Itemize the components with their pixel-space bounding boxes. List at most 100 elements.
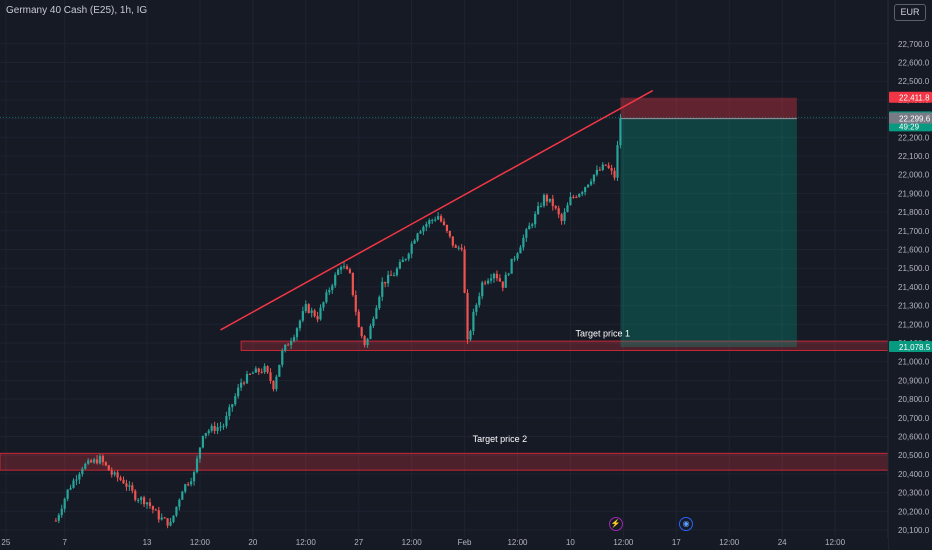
x-tick-label: 13 bbox=[143, 538, 152, 547]
candle-body bbox=[248, 373, 252, 375]
candle-body bbox=[595, 169, 599, 175]
globe-icon[interactable]: ◉ bbox=[679, 517, 694, 531]
y-tick-label: 20,100.0 bbox=[898, 526, 930, 535]
candle-body bbox=[110, 470, 113, 475]
candle-body bbox=[198, 447, 202, 459]
candle-body bbox=[95, 459, 99, 464]
candle-body bbox=[407, 253, 410, 259]
time-axis bbox=[0, 538, 888, 550]
x-tick-label: 12:00 bbox=[507, 538, 528, 547]
candle-body bbox=[448, 230, 451, 237]
candle-body bbox=[375, 308, 378, 319]
candle-body bbox=[316, 316, 319, 320]
candle-body bbox=[610, 168, 613, 171]
candle-body bbox=[613, 170, 616, 178]
candle-body bbox=[392, 275, 396, 277]
candle-body bbox=[128, 485, 131, 487]
candle-body bbox=[431, 219, 434, 221]
candle-body bbox=[92, 459, 96, 463]
candle-body bbox=[384, 281, 387, 284]
candle-body bbox=[404, 258, 407, 260]
candle-body bbox=[295, 328, 299, 338]
candle-body bbox=[207, 430, 210, 433]
candle-body bbox=[495, 273, 499, 279]
candle-body bbox=[351, 272, 354, 296]
candle-body bbox=[154, 509, 157, 511]
candle-body bbox=[275, 376, 278, 390]
candle-body bbox=[510, 258, 513, 274]
candle-body bbox=[192, 472, 196, 482]
candle-body bbox=[416, 233, 419, 241]
candle-body bbox=[187, 484, 190, 486]
candle-body bbox=[222, 425, 225, 427]
candle-body bbox=[422, 226, 425, 232]
x-tick-label: 27 bbox=[354, 538, 363, 547]
candle-body bbox=[78, 474, 81, 480]
candle-body bbox=[451, 236, 454, 246]
candle-body bbox=[586, 184, 590, 188]
candle-body bbox=[525, 229, 528, 238]
candle-body bbox=[334, 274, 337, 286]
candle-body bbox=[298, 320, 302, 329]
candle-body bbox=[592, 174, 596, 182]
candle-body bbox=[234, 396, 237, 405]
candle-body bbox=[363, 336, 366, 346]
candle-body bbox=[119, 477, 122, 480]
y-tick-label: 20,700.0 bbox=[898, 414, 930, 423]
x-tick-label: 12:00 bbox=[190, 538, 211, 547]
candle-body bbox=[339, 267, 343, 270]
candle-body bbox=[584, 187, 587, 193]
y-tick-label: 21,600.0 bbox=[898, 246, 930, 255]
y-tick-label: 20,900.0 bbox=[898, 376, 930, 385]
x-tick-label: 20 bbox=[248, 538, 257, 547]
candle-body bbox=[548, 198, 551, 202]
candle-body bbox=[554, 206, 557, 209]
y-tick-label: 22,200.0 bbox=[898, 133, 930, 142]
candle-body bbox=[63, 498, 66, 509]
candle-body bbox=[551, 198, 554, 207]
candle-body bbox=[434, 219, 437, 221]
price-axis bbox=[888, 0, 932, 550]
x-tick-label: 12:00 bbox=[402, 538, 423, 547]
currency-button[interactable]: EUR bbox=[894, 4, 926, 21]
candle-body bbox=[369, 325, 372, 339]
candle-body bbox=[442, 221, 446, 225]
candle-body bbox=[413, 240, 416, 244]
candle-body bbox=[534, 213, 537, 225]
candle-body bbox=[98, 456, 102, 464]
candle-body bbox=[210, 425, 213, 431]
candle-body bbox=[301, 311, 304, 321]
candle-body bbox=[219, 426, 222, 428]
candle-body bbox=[519, 247, 522, 254]
x-tick-label: 12:00 bbox=[825, 538, 846, 547]
annotation-label: Target price 2 bbox=[473, 434, 528, 444]
candle-body bbox=[498, 278, 501, 282]
candle-body bbox=[439, 216, 443, 222]
candle-body bbox=[169, 521, 172, 526]
candle-body bbox=[228, 407, 231, 416]
lightning-icon[interactable]: ⚡ bbox=[608, 517, 623, 531]
candle-body bbox=[251, 372, 254, 374]
candle-body bbox=[225, 415, 228, 426]
x-tick-label: 12:00 bbox=[719, 538, 740, 547]
candle-body bbox=[342, 266, 346, 268]
candle-body bbox=[292, 337, 296, 342]
price-tag-label: 22,299.6 bbox=[899, 115, 931, 124]
candle-body bbox=[472, 311, 475, 332]
candle-body bbox=[160, 517, 163, 520]
candle-body bbox=[557, 208, 560, 215]
y-tick-label: 20,600.0 bbox=[898, 433, 930, 442]
candle-body bbox=[560, 214, 563, 221]
candle-body bbox=[337, 269, 340, 275]
symbol-title[interactable]: Germany 40 Cash (E25), 1h, IG bbox=[6, 5, 148, 16]
candle-body bbox=[66, 489, 69, 499]
candle-body bbox=[463, 249, 466, 293]
candle-body bbox=[81, 468, 84, 475]
candle-body bbox=[254, 368, 257, 373]
candle-body bbox=[140, 497, 143, 500]
candle-body bbox=[401, 259, 404, 263]
candle-body bbox=[151, 506, 155, 510]
candle-body bbox=[54, 520, 57, 522]
